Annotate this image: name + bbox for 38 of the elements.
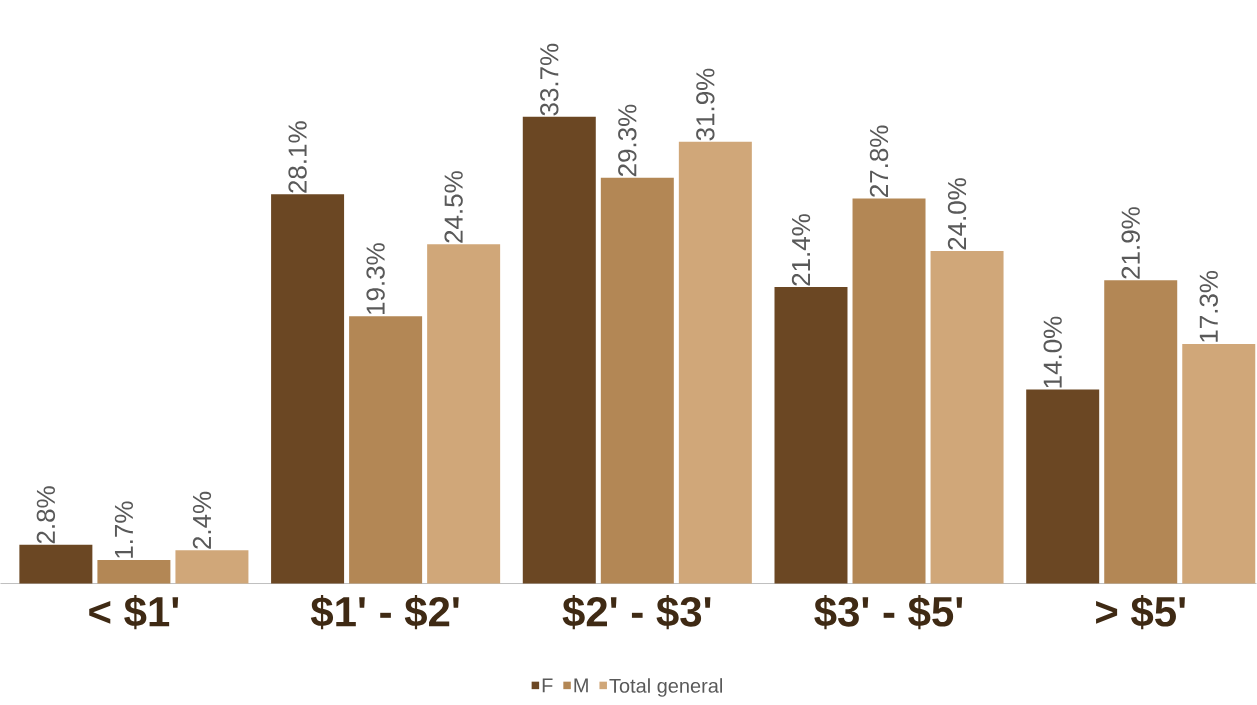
bar <box>678 141 752 584</box>
data-label: 31.9% <box>696 68 715 141</box>
data-label: 2.4% <box>192 491 212 549</box>
x-tick-label: $3' - $5' <box>814 594 963 630</box>
bar <box>600 177 674 584</box>
data-label: 33.7% <box>540 43 559 116</box>
bar <box>1104 279 1178 584</box>
bar <box>1026 389 1100 584</box>
x-tick-label: $1' - $2' <box>310 594 459 630</box>
data-label: 27.8% <box>869 125 889 197</box>
data-label: 2.8% <box>36 486 56 544</box>
bar <box>774 286 848 584</box>
data-label: 28.1% <box>288 121 307 193</box>
data-label: 14.0% <box>1043 316 1062 388</box>
bar <box>930 250 1004 584</box>
bar <box>19 544 93 584</box>
bar <box>427 243 501 584</box>
data-label: 1.7% <box>114 501 134 558</box>
legend-label: F <box>542 678 553 693</box>
bar <box>852 198 926 584</box>
bar <box>175 550 249 584</box>
data-label: 21.9% <box>1121 207 1140 279</box>
x-tick-label: > $5' <box>1096 594 1185 630</box>
data-label: 21.4% <box>791 213 811 286</box>
bar <box>1182 343 1256 584</box>
data-label: 24.5% <box>444 171 463 243</box>
bar <box>349 315 423 584</box>
x-tick-label: $2' - $3' <box>562 594 711 630</box>
bar <box>271 194 345 584</box>
x-tick-label: < $1' <box>89 594 179 630</box>
legend-label: Total general <box>609 677 722 697</box>
data-label: 17.3% <box>1199 270 1218 342</box>
data-label: 19.3% <box>366 243 385 314</box>
data-label: 24.0% <box>947 177 967 250</box>
bar <box>522 116 596 584</box>
data-label: 29.3% <box>618 104 637 176</box>
bar <box>97 559 171 584</box>
legend-label: M <box>574 678 588 693</box>
